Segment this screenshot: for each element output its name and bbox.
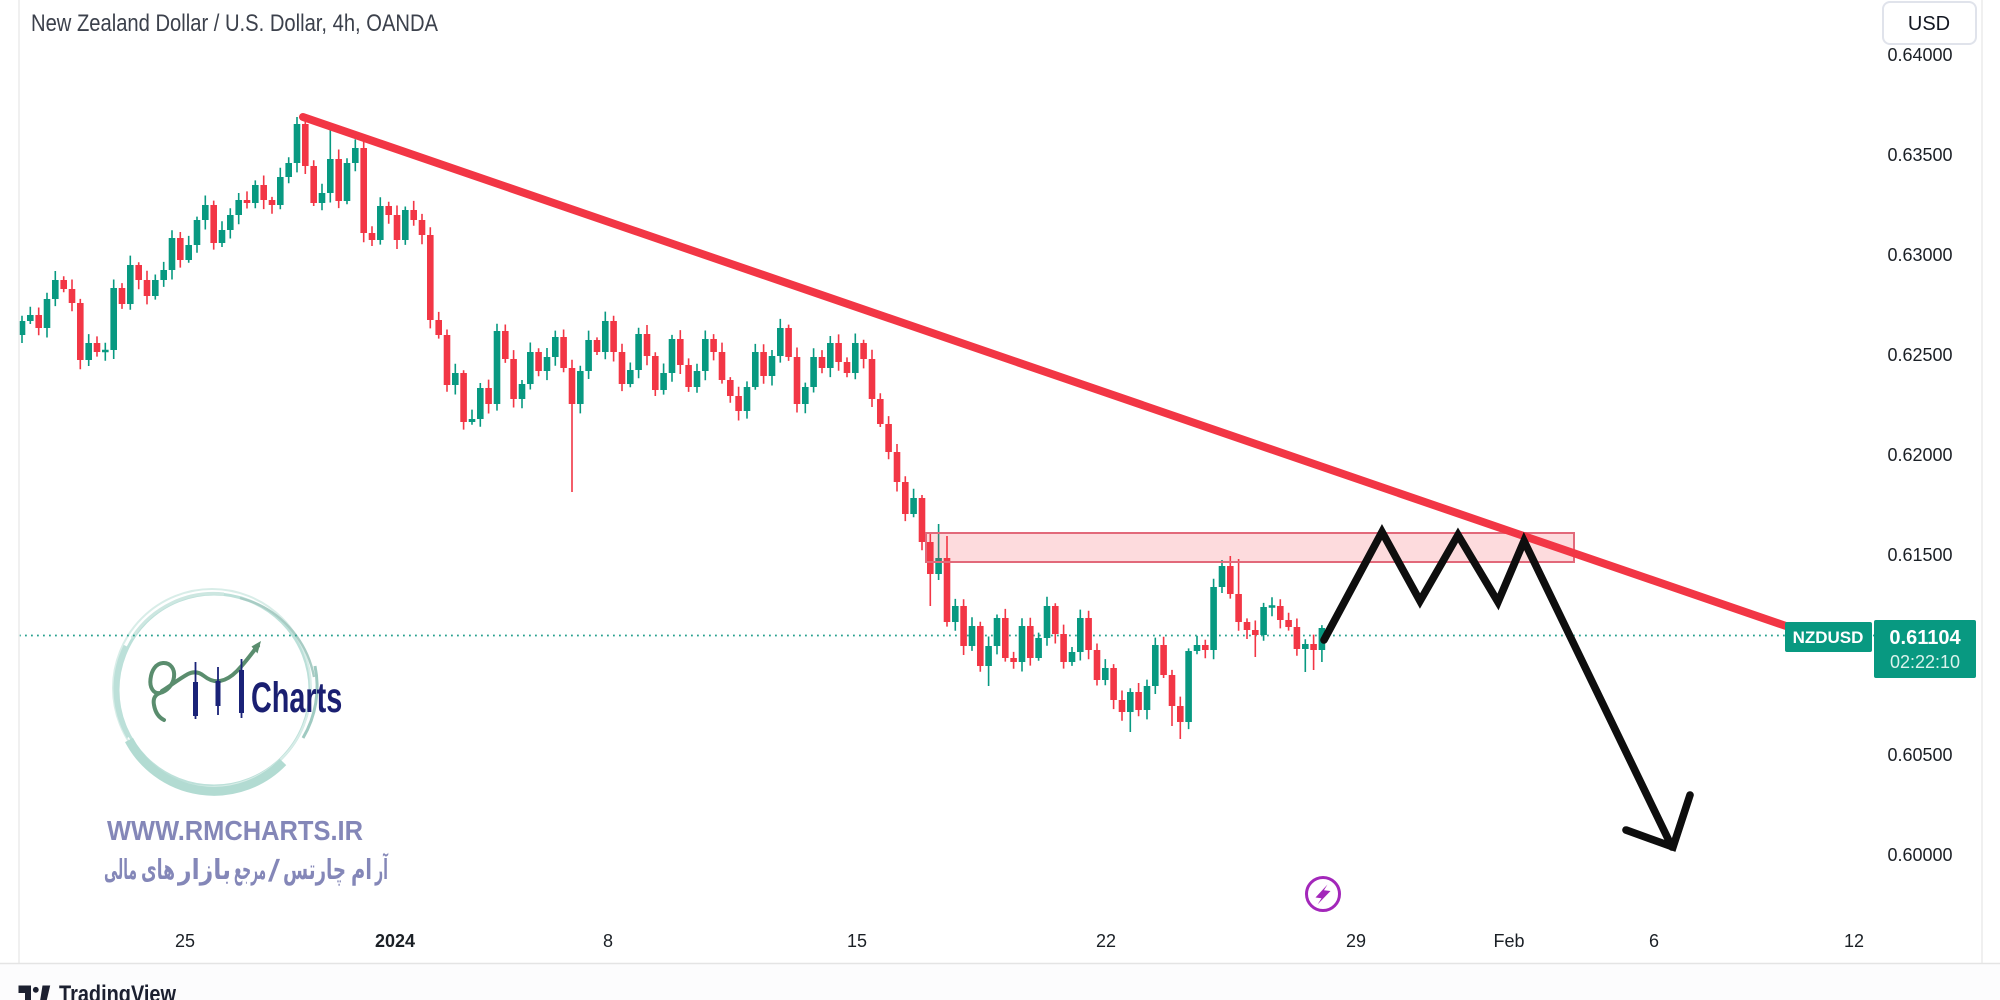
svg-text:12: 12 [1844, 931, 1864, 951]
svg-text:8: 8 [603, 931, 613, 951]
svg-text:2024: 2024 [375, 931, 415, 951]
svg-text:0.62000: 0.62000 [1887, 445, 1952, 465]
svg-text:0.60500: 0.60500 [1887, 745, 1952, 765]
svg-text:0.63000: 0.63000 [1887, 245, 1952, 265]
svg-text:Feb: Feb [1493, 931, 1524, 951]
svg-text:25: 25 [175, 931, 195, 951]
svg-text:22: 22 [1096, 931, 1116, 951]
svg-text:New Zealand Dollar / U.S. Doll: New Zealand Dollar / U.S. Dollar, 4h, OA… [31, 10, 438, 37]
svg-text:NZDUSD: NZDUSD [1793, 628, 1864, 647]
svg-text:0.60000: 0.60000 [1887, 845, 1952, 865]
svg-text:0.62500: 0.62500 [1887, 345, 1952, 365]
svg-text:0.64000: 0.64000 [1887, 45, 1952, 65]
svg-text:02:22:10: 02:22:10 [1890, 652, 1960, 672]
svg-text:USD: USD [1908, 13, 1950, 35]
svg-text:15: 15 [847, 931, 867, 951]
svg-text:TradingView: TradingView [59, 981, 176, 1000]
svg-text:0.63500: 0.63500 [1887, 145, 1952, 165]
svg-text:0.61104: 0.61104 [1889, 627, 1961, 649]
svg-text:6: 6 [1649, 931, 1659, 951]
svg-text:0.61500: 0.61500 [1887, 545, 1952, 565]
svg-text:29: 29 [1346, 931, 1366, 951]
svg-text:Charts: Charts [251, 673, 342, 721]
svg-text:WWW.RMCHARTS.IR: WWW.RMCHARTS.IR [107, 815, 363, 846]
